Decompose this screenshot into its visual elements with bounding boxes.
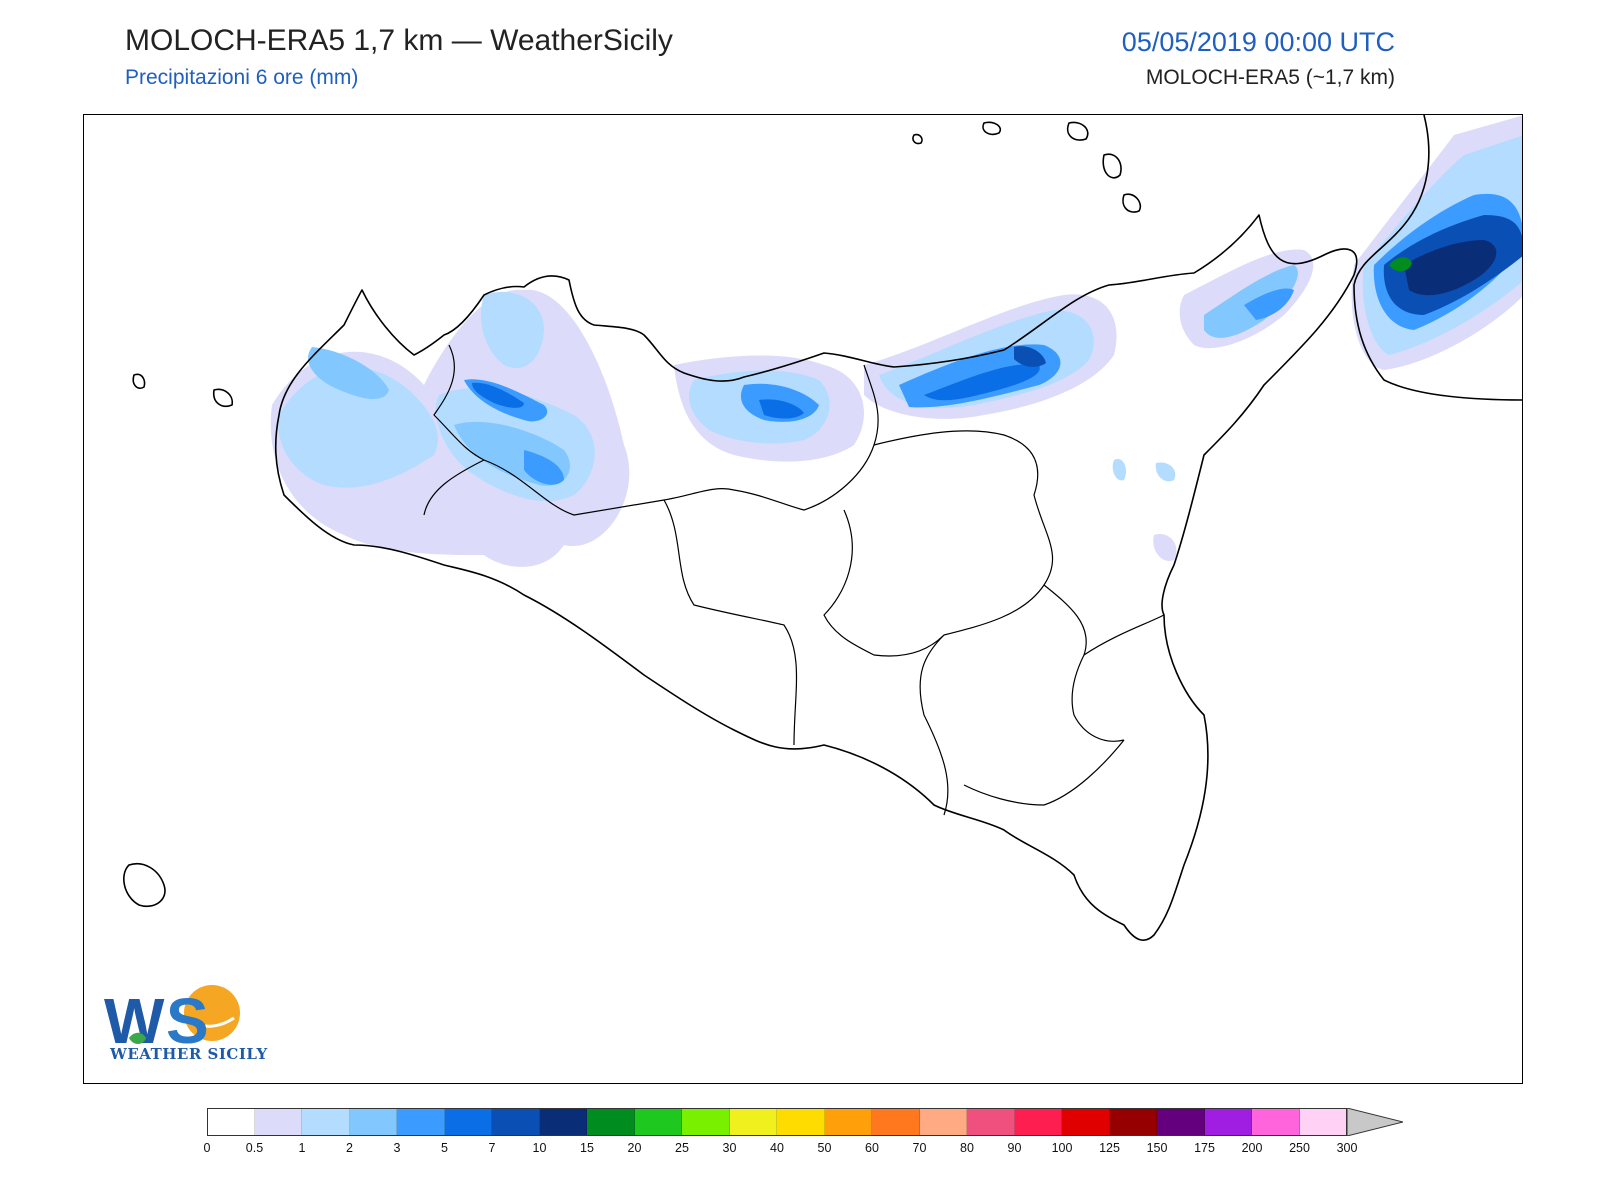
precip-area-3 xyxy=(524,450,564,485)
colorbar-tick-label: 1 xyxy=(298,1141,306,1155)
province-border xyxy=(1083,614,1165,656)
colorbar-tick-label: 125 xyxy=(1099,1141,1120,1155)
precipitation-colorbar: 0 0.5 1 2 3 5 7 10 15 20 25 30 40 50 60 70 80 90 100 125 150… xyxy=(203,1108,1403,1158)
colorbar-swatch xyxy=(207,1108,255,1136)
colorbar-tick-label: 90 xyxy=(1007,1141,1022,1155)
colorbar-tick-label: 40 xyxy=(770,1141,784,1155)
sicily-coastline xyxy=(274,214,1358,941)
colorbar-swatch xyxy=(967,1108,1015,1136)
precipitation-field xyxy=(270,115,1522,567)
precip-area-1 xyxy=(278,367,438,488)
colorbar-tick-label: 0 xyxy=(203,1141,211,1155)
precip-area-05 xyxy=(1153,534,1177,561)
colorbar-tick-label: 15 xyxy=(580,1141,594,1155)
colorbar-swatch xyxy=(349,1108,397,1136)
colorbar-tick-label: 2 xyxy=(346,1141,353,1155)
colorbar-overflow-arrow-icon xyxy=(1347,1108,1403,1136)
island xyxy=(132,373,146,390)
precip-area-2 xyxy=(308,347,389,400)
colorbar-swatch xyxy=(1062,1108,1110,1136)
colorbar-swatch xyxy=(1299,1108,1347,1136)
colorbar-swatch xyxy=(729,1108,777,1136)
colorbar-swatch xyxy=(824,1108,872,1136)
island xyxy=(1067,121,1089,141)
colorbar-tick-label: 0.5 xyxy=(245,1141,264,1155)
colorbar-swatch xyxy=(1109,1108,1157,1136)
colorbar-tick-label: 200 xyxy=(1241,1141,1263,1155)
colorbar-swatch xyxy=(302,1108,350,1136)
svg-text:W: W xyxy=(104,985,165,1057)
map-panel: W S WEATHER SICILY xyxy=(83,114,1523,1084)
precip-area-5 xyxy=(759,399,804,419)
colorbar-tick-label: 80 xyxy=(960,1141,974,1155)
colorbar-tick-label: 10 xyxy=(532,1141,547,1155)
colorbar-swatch xyxy=(777,1108,825,1136)
colorbar-swatch xyxy=(682,1108,730,1136)
colorbar-tick-label: 70 xyxy=(912,1141,927,1155)
colorbar-swatch xyxy=(444,1108,492,1136)
province-border xyxy=(663,499,798,746)
province-border xyxy=(963,739,1125,806)
colorbar-tick-label: 150 xyxy=(1146,1141,1168,1155)
svg-text:S: S xyxy=(166,985,209,1057)
coastlines xyxy=(123,115,1522,941)
colorbar-tick-label: 300 xyxy=(1336,1141,1358,1155)
colorbar-swatch xyxy=(1204,1108,1252,1136)
colorbar-swatch xyxy=(919,1108,967,1136)
colorbar-tick-label: 60 xyxy=(865,1141,879,1155)
precip-area-5 xyxy=(472,382,524,408)
colorbar-swatch xyxy=(1252,1108,1300,1136)
weather-sicily-logo: W S WEATHER SICILY xyxy=(94,973,267,1073)
island xyxy=(912,133,923,145)
colorbar-swatch xyxy=(1157,1108,1205,1136)
colorbar-swatch xyxy=(1014,1108,1062,1136)
colorbar-tick-label: 30 xyxy=(722,1141,737,1155)
island xyxy=(123,863,166,907)
island xyxy=(212,388,234,407)
colorbar-swatch xyxy=(539,1108,587,1136)
precip-area-3 xyxy=(1244,288,1294,320)
colorbar-swatch xyxy=(872,1108,920,1136)
colorbar-swatch xyxy=(397,1108,445,1136)
province-border xyxy=(423,344,485,516)
colorbar-swatch xyxy=(254,1108,302,1136)
colorbar-tick-label: 175 xyxy=(1194,1141,1215,1155)
colorbar-tick-label: 25 xyxy=(675,1141,689,1155)
precip-area-1 xyxy=(1155,462,1176,482)
colorbar-tick-label: 3 xyxy=(393,1141,401,1155)
precipitation-map xyxy=(123,115,1522,941)
precip-area-15 xyxy=(1389,257,1412,272)
colorbar-tick-label: 20 xyxy=(627,1141,642,1155)
model-label: MOLOCH-ERA5 (~1,7 km) xyxy=(1145,66,1395,89)
precip-area-1 xyxy=(480,291,544,369)
precip-area-1 xyxy=(1112,459,1126,481)
colorbar-tick-label: 100 xyxy=(1051,1141,1073,1155)
map-title: MOLOCH-ERA5 1,7 km — WeatherSicily xyxy=(125,24,673,57)
island xyxy=(1122,193,1142,213)
precip-area-7 xyxy=(1014,346,1046,367)
colorbar-tick-label: 250 xyxy=(1289,1141,1310,1155)
colorbar-swatch xyxy=(634,1108,682,1136)
logo-mark-icon: W S xyxy=(104,985,240,1057)
colorbar-swatch xyxy=(492,1108,540,1136)
valid-datetime: 05/05/2019 00:00 UTC xyxy=(1121,27,1395,57)
colorbar-tick-label: 50 xyxy=(817,1141,832,1155)
province-border xyxy=(823,509,945,657)
colorbar-tick-label: 7 xyxy=(488,1141,496,1155)
map-subtitle: Precipitazioni 6 ore (mm) xyxy=(125,66,359,89)
precip-area-5 xyxy=(924,364,1040,401)
logo-text: WEATHER SICILY xyxy=(110,1045,268,1063)
colorbar-swatch xyxy=(587,1108,635,1136)
island xyxy=(982,121,1002,136)
island xyxy=(1102,153,1122,179)
precip-area-10 xyxy=(1404,240,1497,296)
province-border xyxy=(1043,584,1125,742)
colorbar-tick-label: 5 xyxy=(441,1141,448,1155)
calabria-coastline xyxy=(1353,115,1522,401)
province-border xyxy=(873,430,1054,816)
